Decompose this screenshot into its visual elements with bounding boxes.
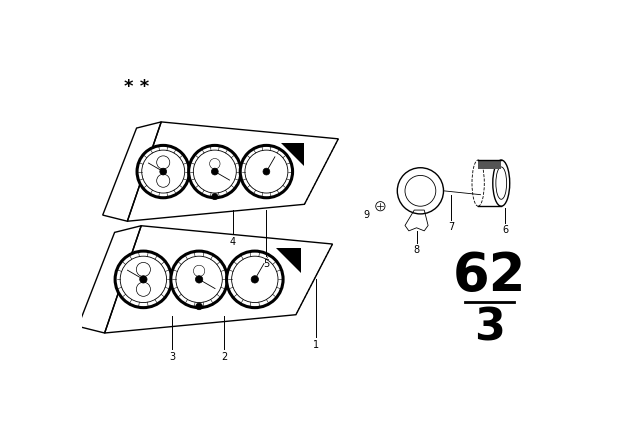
Text: 6: 6 — [502, 225, 508, 236]
Polygon shape — [478, 160, 501, 169]
Circle shape — [212, 194, 218, 200]
Text: 2: 2 — [221, 352, 227, 362]
Circle shape — [171, 251, 227, 308]
Text: 7: 7 — [448, 222, 454, 233]
Circle shape — [137, 146, 189, 198]
Circle shape — [240, 146, 292, 198]
Circle shape — [195, 276, 203, 283]
Text: 1: 1 — [314, 340, 319, 350]
Text: * *: * * — [124, 78, 149, 96]
Circle shape — [263, 168, 270, 175]
Circle shape — [140, 276, 147, 283]
Circle shape — [160, 168, 166, 175]
Text: 3: 3 — [474, 306, 505, 349]
Text: 4: 4 — [230, 237, 236, 247]
Circle shape — [251, 276, 259, 283]
Circle shape — [211, 168, 218, 175]
Text: 9: 9 — [364, 211, 369, 220]
Circle shape — [196, 303, 202, 310]
Polygon shape — [281, 143, 304, 166]
Circle shape — [189, 146, 241, 198]
Text: 3: 3 — [170, 352, 175, 362]
Text: 8: 8 — [413, 246, 420, 255]
Text: 62: 62 — [453, 250, 527, 302]
Circle shape — [227, 251, 283, 308]
Ellipse shape — [493, 160, 509, 206]
Text: 5: 5 — [263, 259, 269, 269]
Polygon shape — [276, 248, 301, 273]
Circle shape — [115, 251, 172, 308]
